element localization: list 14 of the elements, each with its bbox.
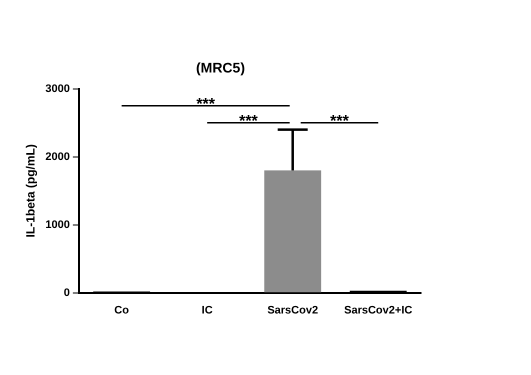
y-tick-label: 3000: [45, 82, 70, 95]
annotation: ***: [330, 112, 350, 130]
x-tick-label: Co: [114, 304, 130, 316]
annotation: ***: [239, 112, 259, 130]
x-tick-label: IC: [202, 304, 213, 316]
bar: [264, 170, 322, 292]
y-tick-label: 0: [64, 286, 70, 299]
x-tick-label: SarsCov2: [267, 304, 318, 316]
annotation: ***: [196, 96, 216, 113]
x-tick-label: SarsCov2+IC: [344, 304, 412, 316]
y-tick-label: 2000: [45, 150, 70, 163]
chart-title: (MRC5): [196, 59, 245, 76]
y-tick-label: 1000: [45, 218, 70, 231]
y-axis-title: IL-1beta (pg/mL): [24, 144, 38, 238]
